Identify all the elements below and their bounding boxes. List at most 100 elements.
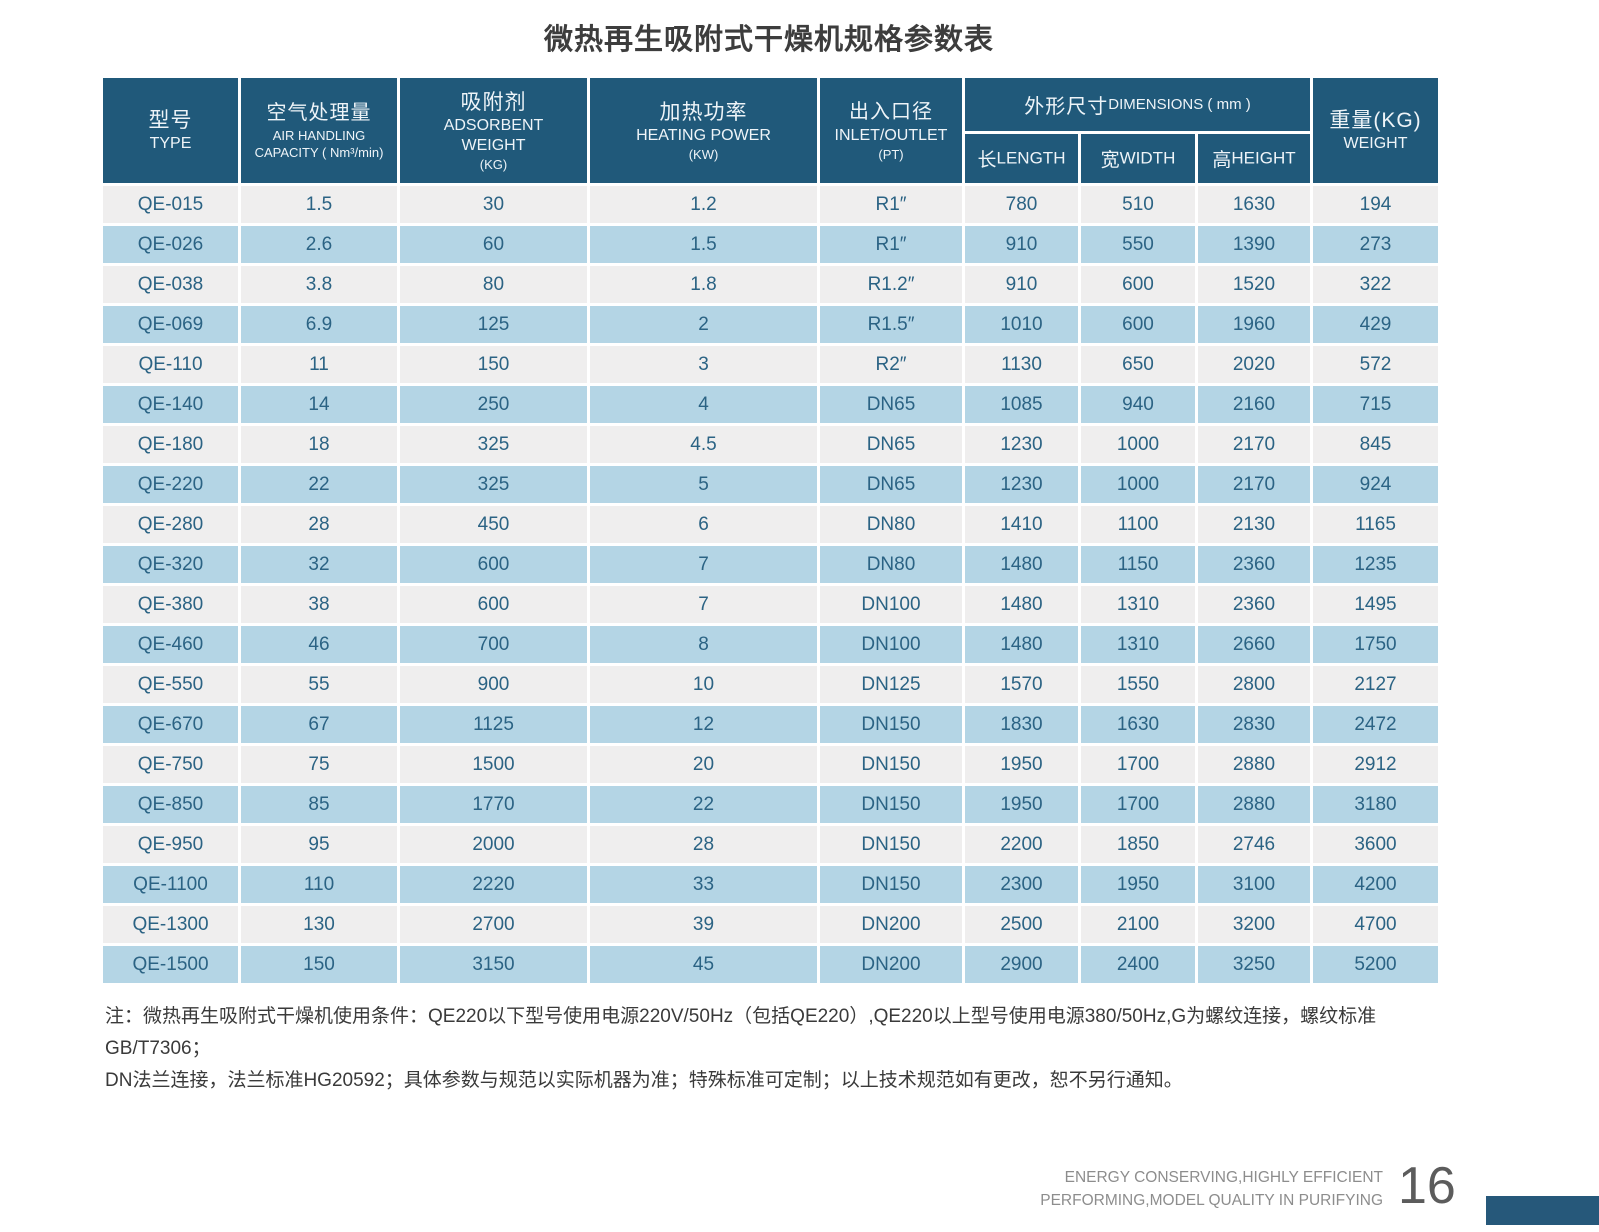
cell-width: 2100 — [1078, 903, 1198, 946]
cell-width: 1950 — [1078, 863, 1198, 906]
table-row: QE-015 1.5 30 1.2 R1″ 780 510 1630 194 — [100, 183, 1441, 226]
cell-height: 2660 — [1195, 623, 1313, 666]
cell-adsorbent-weight: 3150 — [397, 943, 590, 986]
cell-type: QE-670 — [100, 703, 241, 746]
cell-weight: 2472 — [1310, 703, 1441, 746]
cell-weight: 3600 — [1310, 823, 1441, 866]
cell-type: QE-460 — [100, 623, 241, 666]
cell-weight: 4700 — [1310, 903, 1441, 946]
cell-width: 510 — [1078, 183, 1198, 226]
cell-width: 1310 — [1078, 623, 1198, 666]
cell-inlet-outlet: DN100 — [817, 623, 965, 666]
cell-capacity: 11 — [238, 343, 400, 386]
col-header-width-en: WIDTH — [1119, 148, 1176, 168]
cell-width: 550 — [1078, 223, 1198, 266]
table-row: QE-380 38 600 7 DN100 1480 1310 2360 1495 — [100, 583, 1441, 626]
cell-weight: 3180 — [1310, 783, 1441, 826]
cell-height: 2160 — [1195, 383, 1313, 426]
cell-capacity: 22 — [238, 463, 400, 506]
cell-heating-power: 33 — [587, 863, 820, 906]
col-header-heating-unit: (KW) — [688, 146, 719, 162]
cell-heating-power: 3 — [587, 343, 820, 386]
table-header: 型号 TYPE 空气处理量 AIR HANDLING CAPACITY ( Nm… — [100, 75, 1441, 186]
col-header-weight-en: WEIGHT — [1343, 135, 1408, 152]
cell-inlet-outlet: DN80 — [817, 503, 965, 546]
col-header-length-en: LENGTH — [996, 148, 1066, 168]
cell-length: 1085 — [962, 383, 1081, 426]
col-header-length-zh: 长 — [977, 150, 997, 171]
col-header-length: 长LENGTH — [962, 131, 1081, 186]
cell-heating-power: 22 — [587, 783, 820, 826]
footer-accent-bar — [1486, 1196, 1599, 1225]
cell-capacity: 95 — [238, 823, 400, 866]
cell-capacity: 6.9 — [238, 303, 400, 346]
cell-inlet-outlet: DN65 — [817, 383, 965, 426]
table-row: QE-220 22 325 5 DN65 1230 1000 2170 924 — [100, 463, 1441, 506]
cell-length: 1410 — [962, 503, 1081, 546]
cell-capacity: 110 — [238, 863, 400, 906]
cell-inlet-outlet: R1″ — [817, 223, 965, 266]
cell-heating-power: 6 — [587, 503, 820, 546]
cell-adsorbent-weight: 1500 — [397, 743, 590, 786]
cell-adsorbent-weight: 2700 — [397, 903, 590, 946]
cell-weight: 322 — [1310, 263, 1441, 306]
spec-table: 型号 TYPE 空气处理量 AIR HANDLING CAPACITY ( Nm… — [100, 75, 1441, 986]
cell-type: QE-140 — [100, 383, 241, 426]
cell-heating-power: 1.8 — [587, 263, 820, 306]
cell-weight: 1165 — [1310, 503, 1441, 546]
cell-height: 2360 — [1195, 583, 1313, 626]
cell-length: 2900 — [962, 943, 1081, 986]
cell-adsorbent-weight: 2000 — [397, 823, 590, 866]
cell-type: QE-220 — [100, 463, 241, 506]
cell-height: 1520 — [1195, 263, 1313, 306]
cell-adsorbent-weight: 2220 — [397, 863, 590, 906]
col-header-adsorbent-en2: WEIGHT — [461, 136, 526, 154]
table-row: QE-280 28 450 6 DN80 1410 1100 2130 1165 — [100, 503, 1441, 546]
cell-type: QE-180 — [100, 423, 241, 466]
cell-capacity: 150 — [238, 943, 400, 986]
cell-type: QE-320 — [100, 543, 241, 586]
cell-heating-power: 7 — [587, 583, 820, 626]
cell-weight: 4200 — [1310, 863, 1441, 906]
cell-height: 1390 — [1195, 223, 1313, 266]
table-row: QE-069 6.9 125 2 R1.5″ 1010 600 1960 429 — [100, 303, 1441, 346]
cell-heating-power: 39 — [587, 903, 820, 946]
cell-capacity: 32 — [238, 543, 400, 586]
cell-type: QE-015 — [100, 183, 241, 226]
cell-height: 2130 — [1195, 503, 1313, 546]
cell-heating-power: 28 — [587, 823, 820, 866]
cell-type: QE-110 — [100, 343, 241, 386]
cell-length: 1230 — [962, 423, 1081, 466]
cell-weight: 1750 — [1310, 623, 1441, 666]
cell-inlet-outlet: DN150 — [817, 863, 965, 906]
cell-width: 1700 — [1078, 743, 1198, 786]
cell-type: QE-1500 — [100, 943, 241, 986]
cell-type: QE-380 — [100, 583, 241, 626]
cell-type: QE-1300 — [100, 903, 241, 946]
cell-adsorbent-weight: 325 — [397, 463, 590, 506]
cell-length: 1130 — [962, 343, 1081, 386]
cell-width: 1000 — [1078, 423, 1198, 466]
footer-slogan-line-1: ENERGY CONSERVING,HIGHLY EFFICIENT — [1064, 1169, 1383, 1186]
cell-width: 1000 — [1078, 463, 1198, 506]
col-header-adsorbent-zh: 吸附剂 — [460, 90, 527, 114]
cell-width: 600 — [1078, 263, 1198, 306]
cell-length: 910 — [962, 263, 1081, 306]
cell-inlet-outlet: DN65 — [817, 423, 965, 466]
cell-weight: 845 — [1310, 423, 1441, 466]
col-header-dimensions-group: 外形尺寸DIMENSIONS ( mm ) — [962, 75, 1313, 134]
cell-heating-power: 45 — [587, 943, 820, 986]
cell-height: 1960 — [1195, 303, 1313, 346]
cell-type: QE-038 — [100, 263, 241, 306]
cell-heating-power: 4 — [587, 383, 820, 426]
cell-adsorbent-weight: 600 — [397, 543, 590, 586]
cell-capacity: 28 — [238, 503, 400, 546]
cell-type: QE-026 — [100, 223, 241, 266]
cell-inlet-outlet: R2″ — [817, 343, 965, 386]
table-row: QE-1500 150 3150 45 DN200 2900 2400 3250 5200 — [100, 943, 1441, 986]
footer-slogan: ENERGY CONSERVING,HIGHLY EFFICIENT PERFO… — [1040, 1166, 1383, 1212]
cell-heating-power: 8 — [587, 623, 820, 666]
cell-capacity: 2.6 — [238, 223, 400, 266]
cell-type: QE-069 — [100, 303, 241, 346]
table-row: QE-750 75 1500 20 DN150 1950 1700 2880 2912 — [100, 743, 1441, 786]
